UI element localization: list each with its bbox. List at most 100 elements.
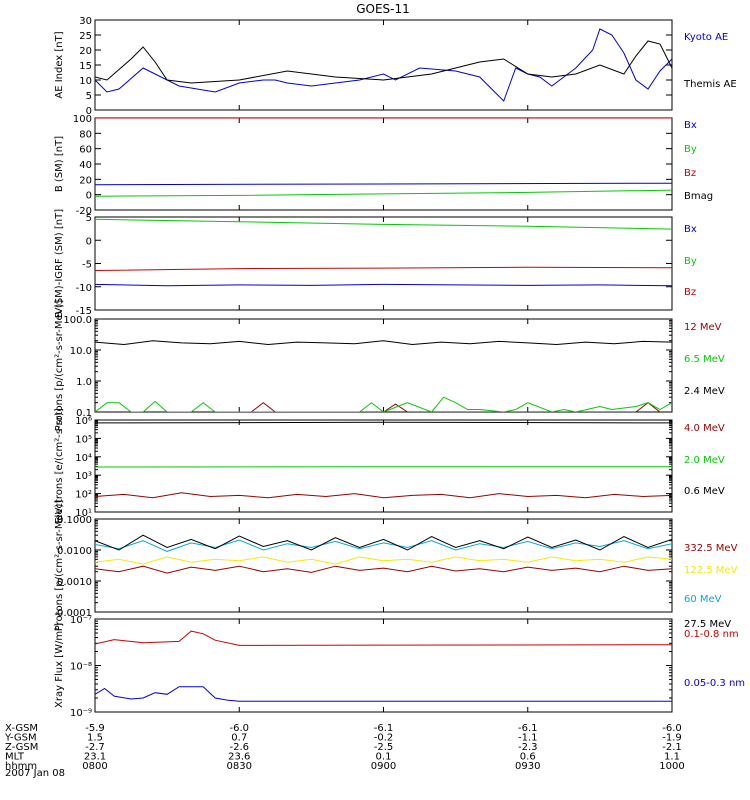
panels: 0 5 10 15 20 25 30 AE Index [nT] Kyoto AE Themis … [54, 16, 745, 719]
y-tick-label: 10² [75, 490, 92, 501]
y-tick-label: 10¹ [75, 508, 92, 519]
x-row-value: 0800 [82, 761, 107, 772]
legend-entry: 60 MeV [684, 594, 722, 605]
legend-entry: 122.5 MeV [684, 565, 738, 576]
legend-entry: 2.4 MeV [684, 386, 725, 397]
y-axis-label: B (SM)-IGRF (SM) [nT] [54, 209, 65, 318]
y-tick-label: 0.0010 [57, 577, 92, 588]
y-tick-label: -15 [76, 306, 92, 317]
legend-entry: 332.5 MeV [684, 543, 738, 554]
y-axis-label: Protons [p/(cm²-s-sr-MeV)] [54, 300, 65, 432]
x-row-value: -6.0 [229, 723, 249, 734]
panel-5: 10¹ 10² 10³ 10⁴ 10⁵ 10⁶ Electrons [e/(cm²-s-sr… [54, 408, 725, 524]
panel-2: -20 0 20 40 60 80 100 B (SM) [nT] Bx By Bz Bmag [54, 114, 713, 217]
y-tick-label: 0.0100 [57, 546, 92, 557]
y-tick-label: 0 [86, 106, 92, 117]
legend-entry: Bmag [684, 191, 713, 202]
series-line-27-5-mev [95, 534, 672, 551]
x-row-value: -5.9 [85, 723, 105, 734]
y-tick-label: 1.0 [76, 377, 92, 388]
y-tick-label: 40 [79, 160, 92, 171]
panel-frame [94, 216, 673, 311]
y-tick-label: 25 [79, 31, 92, 42]
y-tick-label: -20 [76, 206, 92, 217]
series-line-122-5-mev [95, 556, 672, 565]
series-line-2-4-mev [95, 340, 672, 346]
x-row-value: -6.1 [518, 723, 538, 734]
legend-entry: Bz [684, 168, 696, 179]
y-tick-label: 20 [79, 175, 92, 186]
x-row-value: -2.5 [374, 742, 394, 753]
x-row-value: 1000 [659, 761, 684, 772]
panel-7: 10⁻⁹ 10⁻⁸ 10⁻⁷ Xray Flux [W/m²] 0.1-0.8 nm 0.… [54, 615, 745, 719]
series-line-0-1-0-8-nm [95, 630, 672, 646]
x-row-value: 0.1 [376, 752, 392, 763]
plot-title: GOES-11 [356, 2, 410, 16]
series-line-12-mev [250, 402, 661, 412]
x-row-label: Y-GSM [4, 733, 37, 744]
legend-entry: 27.5 MeV [684, 619, 731, 630]
y-tick-label: 100 [73, 114, 92, 125]
y-axis-label: AE Index [nT] [54, 31, 65, 98]
series-line-4-0-mev [95, 492, 672, 499]
y-tick-label: 0.1000 [57, 515, 92, 526]
y-tick-label: 10⁻⁸ [70, 662, 92, 673]
panel-frame [94, 518, 673, 613]
y-tick-label: 0.1 [76, 408, 92, 419]
panel-frame [94, 19, 673, 111]
panel-3: -15 -10 -5 0 5 B (SM)-IGRF (SM) [nT] Bx By Bz [54, 209, 697, 318]
y-tick-label: 10.0 [70, 346, 92, 357]
y-tick-label: 0.0001 [57, 608, 92, 619]
x-row-value: -1.9 [662, 733, 682, 744]
x-row-value: -2.1 [662, 742, 682, 753]
legend-entry: 2.0 MeV [684, 455, 725, 466]
series-line-by [95, 189, 672, 197]
y-axis-label: Xray Flux [W/m²] [54, 623, 65, 708]
y-tick-label: 100.0 [63, 315, 92, 326]
series-line-by [95, 218, 672, 230]
y-tick-label: 15 [79, 61, 92, 72]
series-line-6-5-mev [95, 396, 672, 412]
x-axis-block: X-GSM -5.9 -6.0 -6.1 -6.1 -6.0 Y-GSM 1.5 0.7 -0.2… [4, 723, 685, 772]
x-row-value: -2.6 [229, 742, 249, 753]
panel-1: 0 5 10 15 20 25 30 AE Index [nT] Kyoto AE Themis … [54, 16, 737, 117]
legend-entry: 0.1-0.8 nm [684, 629, 739, 640]
x-row-value: -0.2 [374, 733, 394, 744]
series-line-bz [95, 266, 672, 271]
x-row-value: 0900 [371, 761, 396, 772]
y-tick-label: 0 [86, 236, 92, 247]
x-row-label: MLT [5, 752, 25, 763]
legend-entry: Themis AE [683, 79, 737, 90]
y-axis-label: Electrons [e/(cm²-s-sr)] [54, 408, 65, 524]
y-tick-label: 10³ [75, 471, 92, 482]
legend-entry: 6.5 MeV [684, 354, 725, 365]
x-row-value: -2.7 [85, 742, 105, 753]
legend-entry: Bz [684, 287, 696, 298]
y-tick-label: 0 [86, 191, 92, 202]
y-tick-label: -10 [76, 283, 92, 294]
y-tick-label: 10⁻⁹ [70, 708, 92, 719]
x-row-label: X-GSM [5, 723, 38, 734]
y-tick-label: 10⁻⁷ [70, 615, 92, 626]
x-row-label: hhmm [5, 761, 37, 772]
x-row-value: -6.1 [374, 723, 394, 734]
x-row-value: 0830 [227, 761, 252, 772]
y-tick-label: 5 [86, 213, 92, 224]
series-line-60-mev [95, 539, 672, 552]
series-line-themis-ae [95, 40, 672, 84]
x-row-value: 0.7 [231, 733, 247, 744]
legend-entry: By [684, 256, 697, 267]
x-row-value: -2.3 [518, 742, 538, 753]
series-line-bx [95, 283, 672, 287]
y-axis-label: Protons [p/(cm²-s-sr-MeV)] [54, 500, 65, 632]
series-line-0-6-mev [95, 421, 672, 424]
x-row-value: 0.6 [520, 752, 536, 763]
legend-entry: 12 MeV [684, 322, 722, 333]
x-row-value: -1.1 [518, 733, 538, 744]
x-row-value: 23.6 [228, 752, 250, 763]
y-tick-label: 10⁴ [75, 453, 92, 464]
legend-entry: By [684, 144, 697, 155]
x-row-value: 23.1 [84, 752, 106, 763]
